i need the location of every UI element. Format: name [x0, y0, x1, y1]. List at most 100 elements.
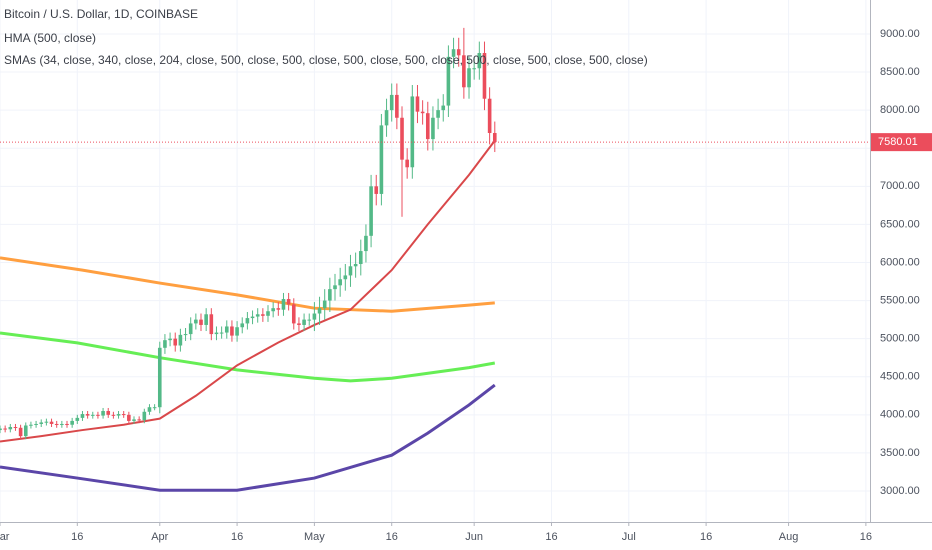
x-tick-label: Jul — [622, 531, 636, 543]
y-tick-label: 9000.00 — [880, 28, 920, 40]
candle-body — [317, 308, 322, 314]
candle-body — [34, 423, 38, 425]
x-tick-label: Mar — [0, 531, 10, 543]
candle-body — [147, 407, 152, 412]
candle-body — [286, 299, 291, 305]
candle-body — [343, 275, 348, 280]
candle-body — [271, 308, 275, 312]
candle-body — [13, 427, 18, 429]
x-tick-label: Aug — [779, 531, 799, 543]
candle-body — [389, 94, 394, 111]
candle-body — [194, 319, 198, 324]
candle-body — [3, 428, 7, 430]
y-tick-label: 8500.00 — [880, 66, 920, 78]
candle-body — [281, 299, 286, 310]
candle-body — [446, 56, 451, 106]
candle-body — [240, 323, 245, 328]
candle-body — [410, 96, 415, 168]
candle-body — [142, 411, 147, 421]
candle-body — [436, 110, 440, 118]
candle-body — [405, 159, 409, 168]
indicator-label: SMAs (34, close, 340, close, 204, close,… — [4, 53, 648, 67]
moving-average-line — [0, 256, 495, 313]
x-tick-label: 16 — [545, 531, 557, 543]
x-tick-label: Jun — [465, 531, 483, 543]
indicator-label: HMA (500, close) — [4, 31, 96, 45]
candle-body — [199, 319, 203, 325]
candle-body — [250, 316, 255, 319]
candle-body — [127, 414, 131, 421]
candle-body — [121, 414, 126, 416]
y-tick-label: 4000.00 — [880, 409, 920, 421]
candle-body — [312, 313, 317, 320]
candle-body — [353, 264, 358, 267]
candle-body — [178, 334, 183, 346]
candle-body — [235, 327, 239, 336]
x-tick-label: 16 — [700, 531, 712, 543]
candle-body — [431, 117, 435, 140]
last-price-label: 7580.01 — [878, 136, 918, 148]
y-tick-label: 5500.00 — [880, 294, 920, 306]
candle-body — [54, 423, 59, 425]
candle-body — [451, 49, 456, 57]
candle-body — [467, 68, 471, 88]
y-tick-label: 6500.00 — [880, 218, 920, 230]
x-tick-label: 16 — [860, 531, 872, 543]
candle-body — [348, 266, 353, 276]
candle-body — [358, 251, 363, 265]
candle-body — [328, 289, 332, 301]
candle-body — [482, 53, 487, 99]
candle-body — [291, 304, 296, 324]
candle-body — [322, 300, 327, 309]
moving-average-line — [0, 331, 496, 383]
candle-body — [163, 340, 167, 348]
x-tick-label: 16 — [231, 531, 243, 543]
candle-body — [462, 55, 466, 88]
x-tick-label: May — [304, 531, 325, 543]
candle-body — [219, 332, 224, 334]
candle-body — [214, 332, 219, 335]
candle-body — [369, 186, 373, 236]
plot — [0, 27, 870, 492]
candle-body — [477, 53, 482, 69]
chart-title: Bitcoin / U.S. Dollar, 1D, COINBASE — [4, 7, 198, 21]
candle-body — [487, 98, 492, 133]
candle-body — [106, 411, 111, 415]
x-tick-label: Apr — [151, 531, 168, 543]
candle-body — [168, 338, 172, 341]
candle-body — [338, 279, 342, 286]
candle-body — [65, 423, 69, 425]
candle-body — [152, 407, 157, 409]
candle-body — [209, 314, 214, 335]
y-tick-label: 3500.00 — [880, 447, 920, 459]
candle-body — [420, 111, 425, 114]
candle-body — [492, 132, 497, 143]
grid — [0, 0, 870, 522]
candle-body — [255, 314, 260, 317]
candle-body — [96, 414, 100, 416]
candle-body — [8, 427, 13, 430]
candle-body — [0, 428, 2, 431]
candle-body — [111, 414, 116, 416]
candle-body — [44, 421, 49, 423]
x-tick-label: 16 — [71, 531, 83, 543]
y-tick-label: 4500.00 — [880, 371, 920, 383]
candle-body — [39, 422, 44, 424]
candle-body — [29, 424, 33, 426]
candle-body — [70, 420, 74, 425]
candle-body — [395, 94, 399, 118]
moving-average-line — [0, 383, 496, 492]
candle-body — [276, 308, 281, 310]
candle-body — [266, 311, 270, 316]
candle-body — [101, 411, 105, 416]
candle-body — [75, 417, 80, 421]
y-tick-label: 6000.00 — [880, 256, 920, 268]
candle-body — [204, 314, 208, 325]
candle-body — [49, 421, 54, 424]
y-tick-label: 8000.00 — [880, 104, 920, 116]
candle-body — [245, 318, 250, 324]
candle-body — [90, 414, 95, 416]
y-tick-label: 5000.00 — [880, 333, 920, 345]
candle-body — [80, 414, 85, 418]
